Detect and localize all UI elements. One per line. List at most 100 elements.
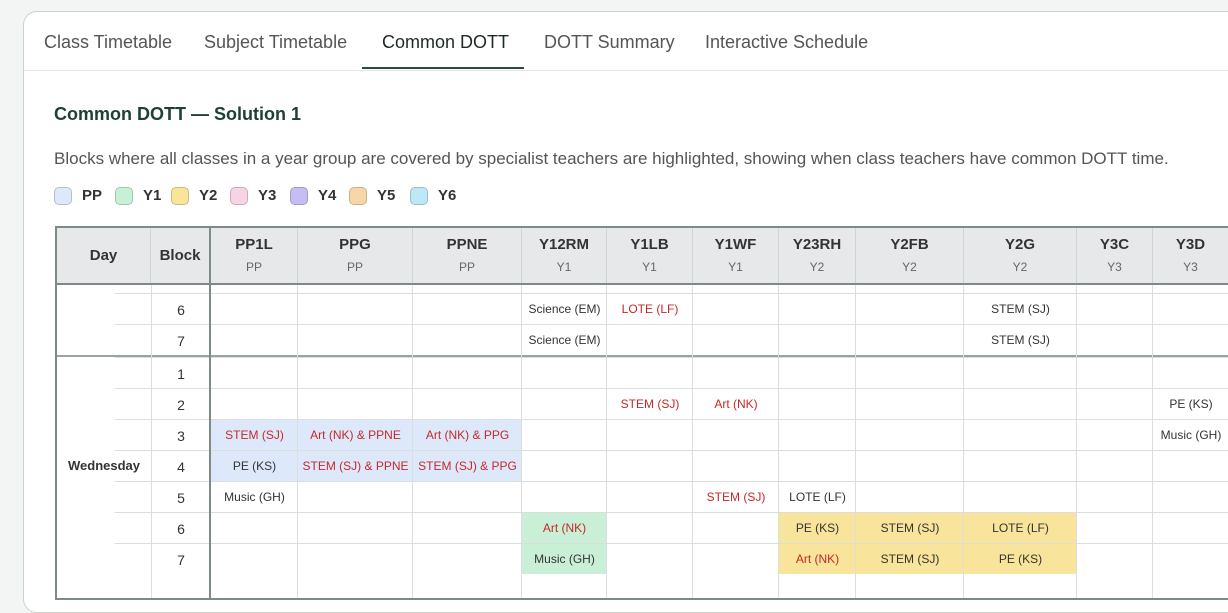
header-day-label: Day: [89, 247, 118, 264]
common-dott-highlight: [298, 451, 413, 481]
block-number: 7: [177, 552, 185, 568]
timetable-cell[interactable]: Music (GH): [224, 490, 285, 504]
class-name: Y2G: [1004, 236, 1035, 253]
tab-subject-timetable[interactable]: Subject Timetable: [204, 32, 348, 52]
timetable-cell[interactable]: Science (EM): [528, 302, 601, 316]
legend-label: PP: [82, 187, 103, 204]
header-class-y3d: Y3D Y3: [1153, 228, 1228, 283]
timetable-cell[interactable]: PE (KS): [998, 552, 1043, 566]
tab-common-dott[interactable]: Common DOTT: [382, 32, 510, 52]
class-year: Y1: [728, 260, 743, 274]
legend-swatch: [290, 187, 308, 205]
active-tab-indicator: [362, 67, 524, 69]
row-divider: [115, 481, 1228, 482]
legend-label: Y1: [143, 187, 162, 204]
section-description: Blocks where all classes in a year group…: [54, 149, 1169, 168]
timetable-cell[interactable]: STEM (SJ) & PPNE: [302, 459, 409, 473]
class-name: PPNE: [446, 236, 488, 253]
timetable-cell[interactable]: STEM (SJ) & PPG: [418, 459, 517, 473]
header-class-y2g: Y2G Y2: [964, 228, 1077, 283]
header-day: Day: [57, 228, 151, 283]
block-number: 7: [177, 333, 185, 349]
block-number: 1: [177, 366, 185, 382]
column-divider: [692, 285, 693, 598]
common-dott-highlight: [779, 513, 856, 543]
class-year: PP: [458, 260, 475, 274]
header-block: Block: [151, 228, 211, 283]
timetable-cell[interactable]: Art (NK): [795, 552, 840, 566]
timetable-cell[interactable]: Music (GH): [1160, 428, 1222, 442]
legend-swatch: [349, 187, 367, 205]
timetable-cell[interactable]: STEM (SJ): [991, 333, 1050, 347]
block-number: 3: [177, 428, 185, 444]
header-class-y3c: Y3C Y3: [1077, 228, 1153, 283]
timetable-cell[interactable]: STEM (SJ): [706, 490, 766, 504]
row-divider: [115, 419, 1228, 420]
legend-label: Y4: [318, 187, 337, 204]
common-dott-highlight: [856, 544, 964, 574]
timetable-cell[interactable]: PE (KS): [1169, 397, 1213, 411]
column-divider: [151, 285, 152, 598]
class-year: Y1: [556, 260, 572, 274]
row-divider: [115, 293, 1228, 294]
timetable-cell[interactable]: Art (NK) & PPG: [425, 428, 510, 442]
row-divider: [115, 357, 1228, 358]
class-name: Y1LB: [630, 236, 669, 253]
header-block-label: Block: [159, 247, 201, 264]
header-class-ppne: PPNE PP: [413, 228, 522, 283]
column-divider: [209, 285, 211, 598]
tab-bar: Class Timetable Subject Timetable Common…: [24, 12, 1228, 71]
class-year: Y3: [1183, 260, 1198, 274]
timetable-cell[interactable]: STEM (SJ): [225, 428, 284, 442]
timetable-cell[interactable]: Science (EM): [528, 333, 601, 347]
common-dott-highlight: [211, 420, 298, 450]
timetable-cell[interactable]: STEM (SJ): [620, 397, 680, 411]
tab-interactive-schedule[interactable]: Interactive Schedule: [705, 32, 869, 52]
timetable-card: Class Timetable Subject Timetable Common…: [23, 11, 1228, 613]
class-name: Y3C: [1099, 236, 1130, 253]
timetable-cell[interactable]: PE (KS): [232, 459, 277, 473]
common-dott-highlight: [522, 513, 607, 543]
class-year: Y1: [642, 260, 657, 274]
class-year: PP: [346, 260, 363, 274]
column-divider: [1076, 285, 1077, 598]
common-dott-highlight: [964, 544, 1077, 574]
section-title: Common DOTT — Solution 1: [54, 104, 301, 124]
class-name: PP1L: [235, 236, 273, 253]
tab-dott-summary[interactable]: DOTT Summary: [544, 32, 675, 52]
timetable-cell[interactable]: STEM (SJ): [880, 552, 940, 566]
timetable-cell[interactable]: LOTE (LF): [789, 490, 846, 504]
header-class-y2fb: Y2FB Y2: [856, 228, 964, 283]
column-divider: [412, 285, 413, 598]
timetable-cell[interactable]: LOTE (LF): [621, 302, 679, 316]
class-name: Y2FB: [890, 236, 929, 253]
timetable-cell[interactable]: Art (NK): [542, 521, 587, 535]
timetable-cell[interactable]: STEM (SJ): [991, 302, 1050, 316]
dott-timetable[interactable]: Day Block PP1L PP PPG PP PPNE PP Y12RM Y1 Y1LB Y1…: [55, 226, 1228, 600]
column-divider: [521, 285, 522, 598]
common-dott-highlight: [413, 420, 522, 450]
tab-class-timetable[interactable]: Class Timetable: [44, 32, 173, 52]
timetable-cell[interactable]: PE (KS): [795, 521, 840, 535]
legend-label: Y5: [377, 187, 396, 204]
header-class-pp1l: PP1L PP: [211, 228, 298, 283]
class-year: Y2: [1012, 260, 1028, 274]
timetable-cell[interactable]: Art (NK) & PPNE: [310, 428, 401, 442]
day-divider: [57, 355, 1228, 357]
class-name: Y3D: [1175, 236, 1206, 253]
legend-label: Y2: [199, 187, 218, 204]
timetable-cell[interactable]: Music (GH): [534, 552, 595, 566]
column-divider: [1152, 285, 1153, 598]
header-class-y1wf: Y1WF Y1: [693, 228, 779, 283]
column-divider: [963, 285, 964, 598]
class-name: Y1WF: [714, 236, 757, 253]
column-divider: [297, 285, 298, 598]
timetable-cell[interactable]: Art (NK): [714, 397, 758, 411]
class-year: PP: [245, 260, 262, 274]
timetable-cell[interactable]: LOTE (LF): [992, 521, 1049, 535]
timetable-cell[interactable]: STEM (SJ): [880, 521, 940, 535]
block-number: 6: [177, 521, 185, 537]
common-dott-highlight: [413, 451, 522, 481]
block-number: 6: [177, 302, 185, 318]
